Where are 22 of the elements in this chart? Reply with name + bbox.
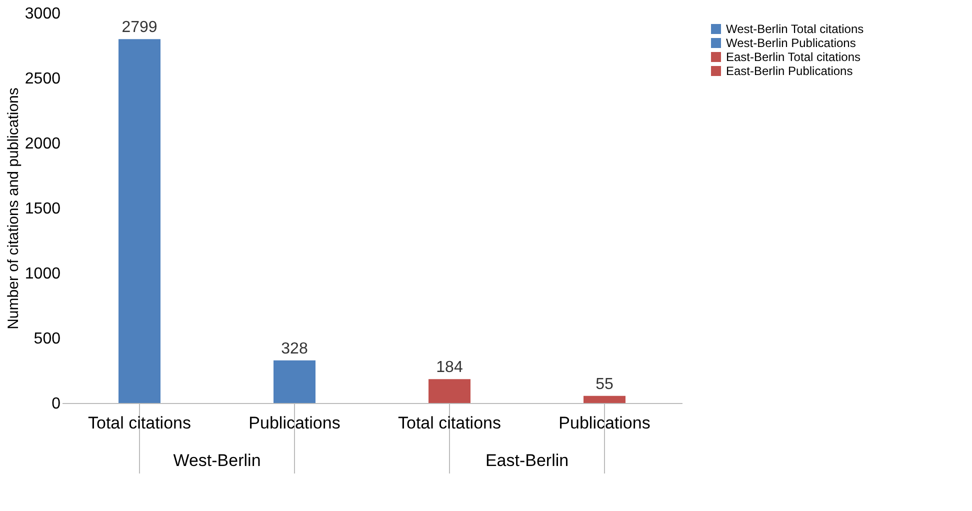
legend-label: East-Berlin Total citations xyxy=(726,50,861,64)
data-label: 328 xyxy=(281,340,308,358)
legend-label: West-Berlin Publications xyxy=(726,36,856,50)
y-tick-label: 3000 xyxy=(24,6,61,22)
y-tick-label: 2000 xyxy=(24,136,61,152)
data-label: 2799 xyxy=(122,19,158,36)
y-tick-label: 500 xyxy=(34,330,61,348)
legend-label: East-Berlin Publications xyxy=(726,64,853,78)
y-tick-label: 0 xyxy=(52,396,61,412)
text: West-Berlin xyxy=(173,451,261,470)
legend-label: West-Berlin Total citations xyxy=(726,22,864,36)
x-tick-label: Publications xyxy=(558,414,650,432)
data-label: 184 xyxy=(436,359,463,376)
x-tick-label: Total citations xyxy=(88,414,191,432)
y-axis-title: Number of citations and publications xyxy=(4,88,22,330)
y-tick-label: 2500 xyxy=(24,70,61,88)
data-label: 55 xyxy=(596,376,614,393)
x-tick-label: Total citations xyxy=(398,414,501,432)
text: East-Berlin xyxy=(485,451,569,470)
y-tick-label: 1500 xyxy=(24,200,61,218)
x-tick-label: Publications xyxy=(248,414,340,432)
y-tick-label: 1000 xyxy=(24,266,61,282)
